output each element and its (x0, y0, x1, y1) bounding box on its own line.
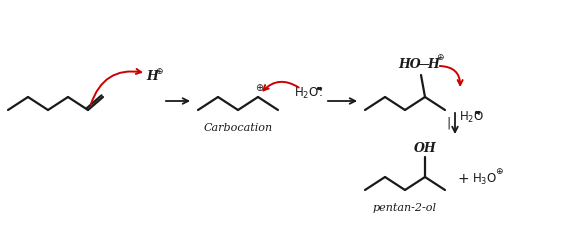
Text: H: H (427, 59, 439, 72)
Text: $\mathregular{H_3O}$: $\mathregular{H_3O}$ (472, 172, 498, 186)
Text: ⊕: ⊕ (156, 66, 163, 75)
Text: |: | (447, 117, 451, 130)
Text: $\mathregular{H_2O}$: $\mathregular{H_2O}$ (459, 110, 484, 124)
Text: ⊕: ⊕ (255, 83, 263, 93)
Text: pentan-2-ol: pentan-2-ol (373, 203, 437, 213)
Text: +: + (457, 172, 469, 186)
Text: —: — (417, 59, 429, 72)
Text: :: : (477, 110, 481, 123)
Text: ⊕: ⊕ (436, 53, 444, 62)
Text: ⊕: ⊕ (495, 168, 503, 176)
Text: Carbocation: Carbocation (203, 123, 272, 133)
Text: H: H (146, 71, 158, 84)
Text: HO: HO (399, 59, 421, 72)
Text: :: : (319, 86, 323, 99)
Text: $\mathregular{H_2O}$: $\mathregular{H_2O}$ (294, 86, 320, 100)
Text: OH: OH (414, 142, 436, 155)
